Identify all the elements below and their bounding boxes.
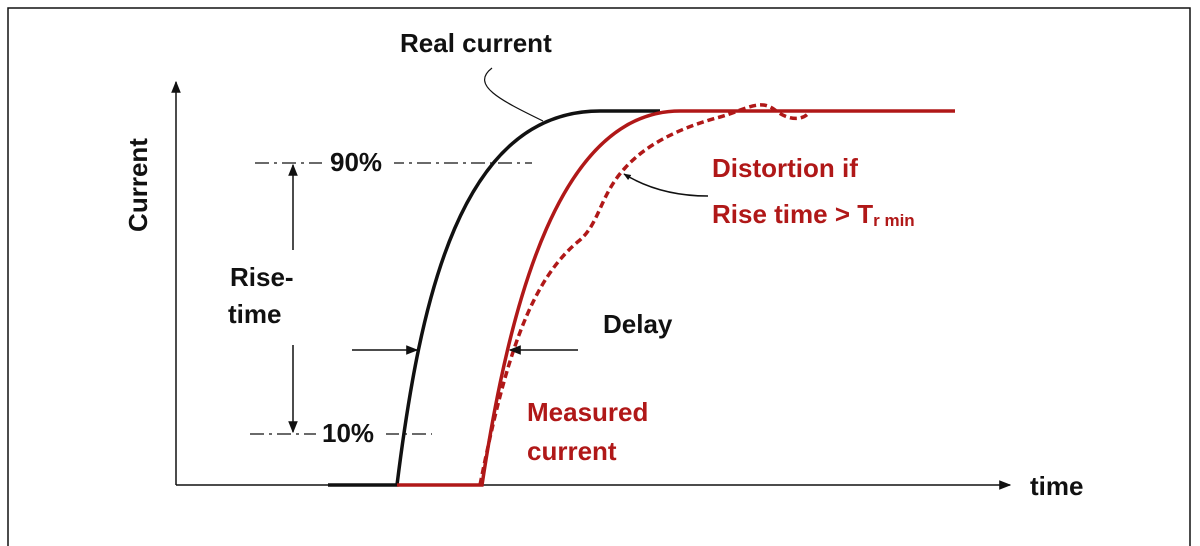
level-10-label: 10% — [322, 418, 374, 448]
real-current-label: Real current — [400, 28, 552, 58]
measured-current-curve — [397, 109, 955, 487]
measured-label: current — [527, 436, 617, 466]
measured-label: Measured — [527, 397, 648, 427]
distortion-subscript: r min — [873, 211, 915, 230]
delay-label: Delay — [603, 309, 673, 339]
frame — [7, 7, 1191, 546]
distortion-label: Distortion if — [712, 153, 858, 183]
distorted-curve — [478, 103, 812, 486]
level-90-label: 90% — [330, 147, 382, 177]
label-bg — [316, 419, 386, 449]
distortion-text: Rise time > T — [712, 199, 873, 229]
distortion-leader — [623, 173, 709, 197]
label-bg — [322, 148, 394, 178]
real-current-curve — [328, 109, 660, 487]
distortion-label: Rise time > Tr min — [712, 199, 915, 231]
x-label: time — [1030, 471, 1083, 501]
rise-time-label: time — [228, 299, 281, 329]
rise-time-label: Rise- — [230, 262, 294, 292]
y-label: Current — [123, 138, 153, 232]
leader — [484, 67, 544, 122]
